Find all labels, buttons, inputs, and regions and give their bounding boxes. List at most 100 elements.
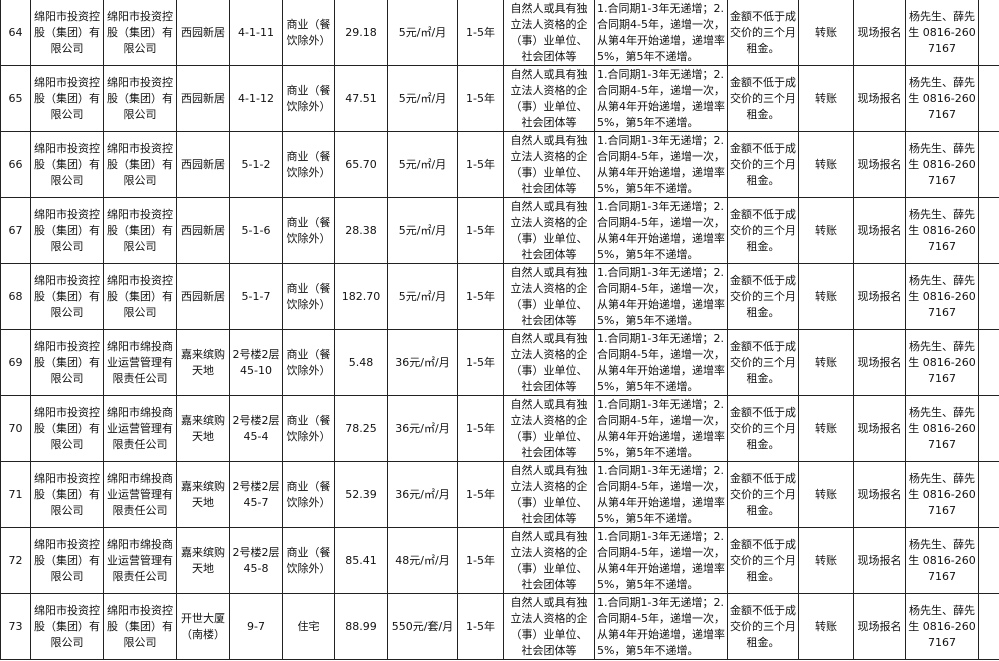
cell-use: 商业（餐饮除外） bbox=[282, 65, 335, 132]
cell-no: 71 bbox=[0, 461, 31, 528]
cell-empty bbox=[978, 263, 999, 330]
cell-pay: 转账 bbox=[798, 0, 854, 66]
cell-project: 西园新居 bbox=[176, 65, 230, 132]
cell-price: 36元/㎡/月 bbox=[387, 461, 458, 528]
cell-project: 嘉来缤购天地 bbox=[176, 527, 230, 594]
cell-term: 1-5年 bbox=[457, 65, 504, 132]
cell-room: 4-1-12 bbox=[229, 65, 283, 132]
cell-price: 48元/㎡/月 bbox=[387, 527, 458, 594]
cell-no: 65 bbox=[0, 65, 31, 132]
cell-area: 65.70 bbox=[334, 131, 388, 198]
cell-use: 商业（餐饮除外） bbox=[282, 461, 335, 528]
table-row: 69 绵阳市投资控股（集团）有限公司 绵阳市绵投商业运营管理有限责任公司 嘉来缤购天地… bbox=[0, 329, 999, 396]
cell-term: 1-5年 bbox=[457, 0, 504, 66]
cell-incr: 1.合同期1-3年无递增；2.合同期4-5年，递增一次，从第4年开始递增，递增率… bbox=[594, 0, 728, 66]
cell-deposit: 金额不低于成交价的三个月租金。 bbox=[727, 65, 799, 132]
cell-owner: 绵阳市投资控股（集团）有限公司 bbox=[103, 263, 177, 330]
cell-owner: 绵阳市绵投商业运营管理有限责任公司 bbox=[103, 395, 177, 462]
cell-empty bbox=[978, 131, 999, 198]
cell-use: 商业（餐饮除外） bbox=[282, 395, 335, 462]
cell-room: 9-7 bbox=[229, 593, 283, 660]
cell-qual: 自然人或具有独立法人资格的企（事）业单位、社会团体等 bbox=[503, 395, 595, 462]
cell-deposit: 金额不低于成交价的三个月租金。 bbox=[727, 263, 799, 330]
cell-project: 西园新居 bbox=[176, 263, 230, 330]
cell-area: 47.51 bbox=[334, 65, 388, 132]
cell-contact: 杨先生、薛先生 0816-2607167 bbox=[905, 131, 979, 198]
cell-signup: 现场报名 bbox=[853, 593, 906, 660]
cell-deposit: 金额不低于成交价的三个月租金。 bbox=[727, 0, 799, 66]
cell-room: 5-1-6 bbox=[229, 197, 283, 264]
cell-signup: 现场报名 bbox=[853, 395, 906, 462]
cell-owner: 绵阳市投资控股（集团）有限公司 bbox=[103, 197, 177, 264]
cell-qual: 自然人或具有独立法人资格的企（事）业单位、社会团体等 bbox=[503, 593, 595, 660]
cell-contact: 杨先生、薛先生 0816-2607167 bbox=[905, 65, 979, 132]
table-row: 67 绵阳市投资控股（集团）有限公司 绵阳市投资控股（集团）有限公司 西园新居 5-1-… bbox=[0, 197, 999, 264]
cell-pay: 转账 bbox=[798, 263, 854, 330]
cell-empty bbox=[978, 461, 999, 528]
cell-empty bbox=[978, 65, 999, 132]
cell-deposit: 金额不低于成交价的三个月租金。 bbox=[727, 395, 799, 462]
cell-contact: 杨先生、薛先生 0816-2607167 bbox=[905, 593, 979, 660]
cell-use: 商业（餐饮除外） bbox=[282, 329, 335, 396]
cell-deposit: 金额不低于成交价的三个月租金。 bbox=[727, 329, 799, 396]
cell-use: 商业（餐饮除外） bbox=[282, 197, 335, 264]
cell-term: 1-5年 bbox=[457, 263, 504, 330]
cell-price: 5元/㎡/月 bbox=[387, 263, 458, 330]
cell-contact: 杨先生、薛先生 0816-2607167 bbox=[905, 527, 979, 594]
cell-qual: 自然人或具有独立法人资格的企（事）业单位、社会团体等 bbox=[503, 527, 595, 594]
cell-qual: 自然人或具有独立法人资格的企（事）业单位、社会团体等 bbox=[503, 263, 595, 330]
cell-lessor: 绵阳市投资控股（集团）有限公司 bbox=[30, 461, 104, 528]
cell-deposit: 金额不低于成交价的三个月租金。 bbox=[727, 461, 799, 528]
cell-use: 商业（餐饮除外） bbox=[282, 527, 335, 594]
cell-empty bbox=[978, 395, 999, 462]
cell-pay: 转账 bbox=[798, 593, 854, 660]
table-row: 64 绵阳市投资控股（集团）有限公司 绵阳市投资控股（集团）有限公司 西园新居 4-1-… bbox=[0, 0, 999, 66]
cell-project: 嘉来缤购天地 bbox=[176, 329, 230, 396]
cell-term: 1-5年 bbox=[457, 329, 504, 396]
cell-lessor: 绵阳市投资控股（集团）有限公司 bbox=[30, 593, 104, 660]
cell-project: 开世大厦（南楼） bbox=[176, 593, 230, 660]
table-row: 65 绵阳市投资控股（集团）有限公司 绵阳市投资控股（集团）有限公司 西园新居 4-1-… bbox=[0, 65, 999, 132]
cell-qual: 自然人或具有独立法人资格的企（事）业单位、社会团体等 bbox=[503, 131, 595, 198]
cell-no: 64 bbox=[0, 0, 31, 66]
cell-use: 商业（餐饮除外） bbox=[282, 131, 335, 198]
cell-empty bbox=[978, 0, 999, 66]
cell-deposit: 金额不低于成交价的三个月租金。 bbox=[727, 197, 799, 264]
cell-deposit: 金额不低于成交价的三个月租金。 bbox=[727, 131, 799, 198]
cell-project: 嘉来缤购天地 bbox=[176, 461, 230, 528]
table-row: 71 绵阳市投资控股（集团）有限公司 绵阳市绵投商业运营管理有限责任公司 嘉来缤购天地… bbox=[0, 461, 999, 528]
cell-signup: 现场报名 bbox=[853, 197, 906, 264]
cell-qual: 自然人或具有独立法人资格的企（事）业单位、社会团体等 bbox=[503, 329, 595, 396]
cell-project: 西园新居 bbox=[176, 197, 230, 264]
cell-room: 5-1-7 bbox=[229, 263, 283, 330]
cell-deposit: 金额不低于成交价的三个月租金。 bbox=[727, 593, 799, 660]
cell-pay: 转账 bbox=[798, 395, 854, 462]
cell-project: 西园新居 bbox=[176, 131, 230, 198]
cell-project: 西园新居 bbox=[176, 0, 230, 66]
cell-contact: 杨先生、薛先生 0816-2607167 bbox=[905, 329, 979, 396]
cell-incr: 1.合同期1-3年无递增；2.合同期4-5年，递增一次，从第4年开始递增，递增率… bbox=[594, 197, 728, 264]
cell-contact: 杨先生、薛先生 0816-2607167 bbox=[905, 263, 979, 330]
cell-pay: 转账 bbox=[798, 527, 854, 594]
cell-owner: 绵阳市绵投商业运营管理有限责任公司 bbox=[103, 461, 177, 528]
cell-term: 1-5年 bbox=[457, 593, 504, 660]
cell-price: 550元/套/月 bbox=[387, 593, 458, 660]
cell-term: 1-5年 bbox=[457, 197, 504, 264]
cell-empty bbox=[978, 527, 999, 594]
cell-incr: 1.合同期1-3年无递增；2.合同期4-5年，递增一次，从第4年开始递增，递增率… bbox=[594, 263, 728, 330]
cell-contact: 杨先生、薛先生 0816-2607167 bbox=[905, 395, 979, 462]
cell-contact: 杨先生、薛先生 0816-2607167 bbox=[905, 197, 979, 264]
cell-owner: 绵阳市投资控股（集团）有限公司 bbox=[103, 65, 177, 132]
cell-area: 5.48 bbox=[334, 329, 388, 396]
cell-signup: 现场报名 bbox=[853, 329, 906, 396]
cell-room: 5-1-2 bbox=[229, 131, 283, 198]
cell-project: 嘉来缤购天地 bbox=[176, 395, 230, 462]
cell-lessor: 绵阳市投资控股（集团）有限公司 bbox=[30, 395, 104, 462]
cell-signup: 现场报名 bbox=[853, 263, 906, 330]
cell-no: 68 bbox=[0, 263, 31, 330]
cell-empty bbox=[978, 197, 999, 264]
cell-owner: 绵阳市投资控股（集团）有限公司 bbox=[103, 0, 177, 66]
cell-signup: 现场报名 bbox=[853, 131, 906, 198]
cell-incr: 1.合同期1-3年无递增；2.合同期4-5年，递增一次，从第4年开始递增，递增率… bbox=[594, 461, 728, 528]
cell-incr: 1.合同期1-3年无递增；2.合同期4-5年，递增一次，从第4年开始递增，递增率… bbox=[594, 395, 728, 462]
